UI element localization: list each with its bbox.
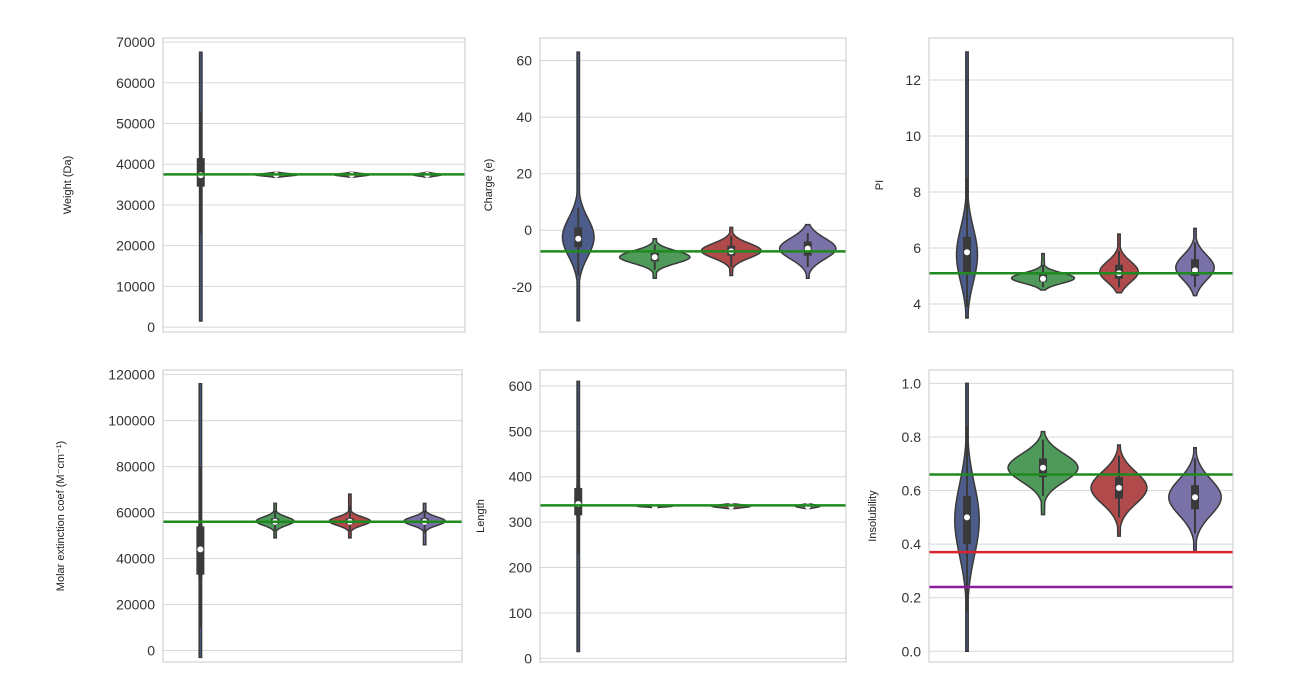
plot-frame <box>539 37 847 333</box>
y-tick-label: 60000 <box>116 75 155 91</box>
y-tick-label: 40000 <box>116 156 155 172</box>
y-tick-label: 30000 <box>116 197 155 213</box>
y-tick-label: 1.0 <box>902 375 922 391</box>
y-tick-label: 6 <box>913 240 921 256</box>
chart-panel-1: 0 10000 20000 30000 40000 50000 60000 70000 Weig… <box>62 34 466 335</box>
y-tick-label: 20 <box>516 166 532 182</box>
y-axis-label: Charge (e) <box>483 159 495 212</box>
y-tick-label: 300 <box>509 514 533 530</box>
y-tick-label: 0 <box>524 650 532 666</box>
violin-body <box>561 51 595 322</box>
y-tick-label: 60000 <box>116 505 155 521</box>
plot-frame <box>162 37 466 333</box>
y-tick-label: 60 <box>516 53 532 69</box>
y-tick-label: 100 <box>509 605 533 621</box>
y-tick-label: 12 <box>905 72 921 88</box>
y-tick-label: 600 <box>509 378 533 394</box>
plot-frame <box>162 369 463 663</box>
violin-median-point <box>1040 464 1046 471</box>
y-tick-label: 100000 <box>108 413 155 429</box>
violin-median-point <box>197 546 204 553</box>
violin-2 <box>1010 252 1076 291</box>
y-tick-label: 80000 <box>116 459 155 475</box>
y-tick-label: 4 <box>913 296 921 312</box>
plot-area <box>540 38 846 332</box>
y-tick-label: 20000 <box>116 597 155 613</box>
y-axis-label: Weight (Da) <box>62 156 74 214</box>
violin-2 <box>618 237 691 280</box>
violin-median-point <box>1040 275 1046 282</box>
violin-median-point <box>1192 494 1198 501</box>
y-tick-label: 40 <box>516 109 532 125</box>
violin-1 <box>561 51 595 322</box>
violin-median-point <box>964 249 970 256</box>
y-tick-label: 0.4 <box>902 536 922 552</box>
y-axis-label: Length <box>475 499 487 533</box>
violin-4 <box>1168 446 1222 553</box>
violin-median-point <box>651 254 658 261</box>
y-tick-label: 20000 <box>116 238 155 254</box>
y-tick-label: 50000 <box>116 116 155 132</box>
plot-area <box>540 370 846 662</box>
plot-area <box>163 38 465 332</box>
y-tick-label: 10000 <box>116 278 155 294</box>
y-tick-label: 70000 <box>116 34 155 50</box>
violin-1 <box>954 382 980 653</box>
y-tick-label: 40000 <box>116 551 155 567</box>
y-tick-label: 8 <box>913 184 921 200</box>
plot-frame <box>928 369 1234 663</box>
y-tick-label: 500 <box>509 423 533 439</box>
plot-area <box>929 38 1233 332</box>
chart-panel-2: -20 0 20 40 60 Charge (e) <box>483 37 847 333</box>
violin-median-point <box>1192 267 1198 274</box>
y-tick-label: 0.2 <box>902 590 922 606</box>
y-axis-label: Molar extinction coef (M⁻cm⁻¹) <box>55 441 67 591</box>
y-tick-label: 400 <box>509 469 533 485</box>
violin-median-point <box>804 245 811 252</box>
chart-panel-4: 0 20000 40000 60000 80000 100000 120000 Molar e… <box>55 367 463 663</box>
y-tick-label: 10 <box>905 128 921 144</box>
violin-3 <box>1090 444 1148 537</box>
y-axis-label: Insolubility <box>867 490 879 542</box>
violin-2 <box>1007 430 1079 516</box>
y-tick-label: 0.0 <box>902 643 922 659</box>
violin-median-point <box>1116 484 1122 491</box>
violin-1 <box>574 380 583 653</box>
y-tick-label: -20 <box>512 279 532 295</box>
y-tick-label: 0.8 <box>902 429 922 445</box>
chart-panel-5: 0 100 200 300 400 500 600 Length <box>475 369 847 666</box>
y-tick-label: 0 <box>147 319 155 335</box>
chart-panel-6: 0.0 0.2 0.4 0.6 0.8 1.0 Insolubility <box>867 369 1234 663</box>
plot-frame <box>539 369 847 663</box>
plot-area <box>163 370 462 662</box>
y-tick-label: 0 <box>147 643 155 659</box>
violin-median-point <box>964 514 970 521</box>
y-tick-label: 0 <box>524 222 532 238</box>
violin-1 <box>955 51 979 319</box>
y-tick-label: 0.6 <box>902 483 922 499</box>
y-tick-label: 200 <box>509 560 533 576</box>
violin-median-point <box>575 235 582 242</box>
plot-frame <box>928 37 1234 333</box>
y-axis-label: PI <box>874 180 886 190</box>
chart-panel-3: 4 6 8 10 12 PI <box>874 37 1234 333</box>
y-tick-label: 120000 <box>108 367 155 383</box>
